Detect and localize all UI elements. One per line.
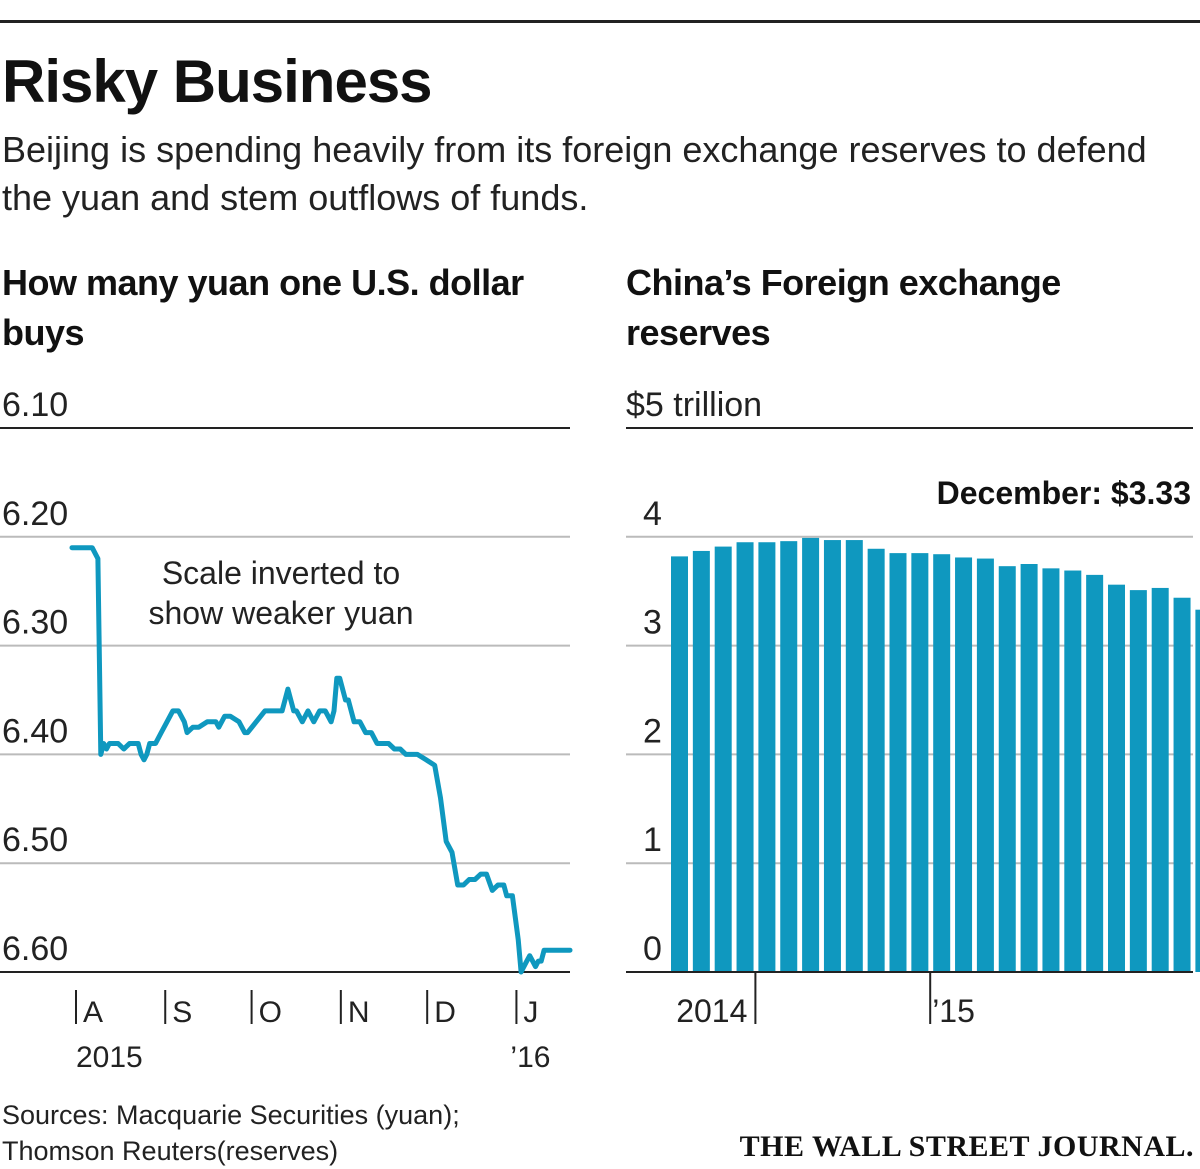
reserves-bar bbox=[1195, 609, 1200, 972]
reserves-y-tick-label: 4 bbox=[643, 495, 662, 533]
yuan-y-tick-label: 6.30 bbox=[2, 604, 68, 642]
reserves-bar bbox=[976, 558, 994, 972]
reserves-bar bbox=[955, 557, 973, 972]
yuan-chart-title: How many yuan one U.S. dollar buys bbox=[2, 262, 524, 353]
reserves-bar bbox=[845, 540, 863, 972]
wsj-logo: THE WALL STREET JOURNAL. bbox=[739, 1130, 1194, 1163]
reserves-bar bbox=[1129, 590, 1147, 972]
yuan-y-tick-label: 6.50 bbox=[2, 821, 68, 859]
reserves-bar bbox=[823, 540, 841, 972]
sources-line-2: Thomson Reuters(reserves) bbox=[2, 1136, 339, 1166]
yuan-x-tick-label: O bbox=[259, 996, 282, 1029]
reserves-bar bbox=[933, 554, 951, 972]
reserves-bar bbox=[758, 542, 776, 972]
sources-line-1: Sources: Macquarie Securities (yuan); bbox=[2, 1100, 460, 1130]
reserves-annotation-prefix: December: bbox=[937, 475, 1111, 511]
sources-note: Sources: Macquarie Securities (yuan); Th… bbox=[2, 1097, 460, 1169]
reserves-bar bbox=[780, 541, 798, 972]
reserves-bar bbox=[1108, 584, 1125, 972]
reserves-bar bbox=[736, 542, 754, 972]
yuan-annotation-line-1: Scale inverted to bbox=[162, 555, 400, 591]
reserves-bar bbox=[692, 550, 710, 972]
reserves-bar bbox=[889, 553, 907, 972]
yuan-annotation-line-2: show weaker yuan bbox=[148, 595, 413, 631]
reserves-bar bbox=[1042, 568, 1060, 972]
yuan-x-tick-label: D bbox=[434, 996, 456, 1029]
yuan-y-tick-label: 6.20 bbox=[2, 495, 68, 533]
reserves-y-tick-label: 2 bbox=[643, 712, 662, 750]
reserves-annotation-value: $3.33 bbox=[1111, 475, 1191, 511]
reserves-bar bbox=[714, 546, 732, 972]
reserves-bar bbox=[867, 548, 885, 972]
reserves-y-tick-label: 0 bbox=[643, 930, 662, 968]
reserves-x-tick-label: 2014 bbox=[676, 993, 747, 1029]
reserves-bar bbox=[1020, 564, 1038, 972]
reserves-bar bbox=[1064, 570, 1082, 972]
reserves-bar bbox=[911, 553, 929, 972]
reserves-bar bbox=[1086, 574, 1104, 972]
reserves-bar bbox=[1173, 597, 1191, 972]
reserves-y-tick-label: 3 bbox=[643, 604, 662, 642]
page-subtitle: Beijing is spending heavily from its for… bbox=[2, 129, 1147, 218]
yuan-x-tick-label: A bbox=[83, 996, 103, 1029]
yuan-series-line bbox=[69, 545, 573, 975]
reserves-bar bbox=[802, 537, 820, 972]
page-title: Risky Business bbox=[2, 48, 433, 115]
reserves-bar bbox=[1151, 587, 1169, 972]
yuan-annotation: Scale inverted to show weaker yuan bbox=[148, 555, 413, 631]
yuan-y-tick-label: 6.60 bbox=[2, 930, 68, 968]
yuan-x-tick-label: S bbox=[172, 996, 192, 1029]
reserves-x-tick-label: ’15 bbox=[932, 993, 975, 1029]
yuan-y-tick-label: 6.40 bbox=[2, 712, 68, 750]
reserves-bar bbox=[998, 566, 1016, 972]
yuan-x-tick-label: N bbox=[348, 996, 370, 1029]
reserves-annotation: December: $3.33 bbox=[937, 475, 1191, 511]
reserves-bar bbox=[671, 556, 688, 972]
yuan-x-year-label: 2015 bbox=[76, 1041, 143, 1074]
reserves-unit-label: $5 trillion bbox=[626, 386, 762, 424]
yuan-y-tick-label: 6.10 bbox=[2, 386, 68, 424]
reserves-chart-title: China’s Foreign exchange reserves bbox=[626, 262, 1061, 353]
top-rule bbox=[0, 20, 1200, 23]
yuan-line-chart: 6.10 6.20 6.30 6.40 6.50 6.60 A 2015 S O N D J ’16 Sca… bbox=[0, 386, 573, 1074]
reserves-bar-chart: $5 trillion 0 1 2 3 4 2014 ’15 December: $3.33 bbox=[626, 386, 1200, 1029]
yuan-x-tick-label: J bbox=[523, 996, 538, 1029]
yuan-x-year-label: ’16 bbox=[510, 1041, 550, 1074]
reserves-y-tick-label: 1 bbox=[643, 821, 662, 859]
